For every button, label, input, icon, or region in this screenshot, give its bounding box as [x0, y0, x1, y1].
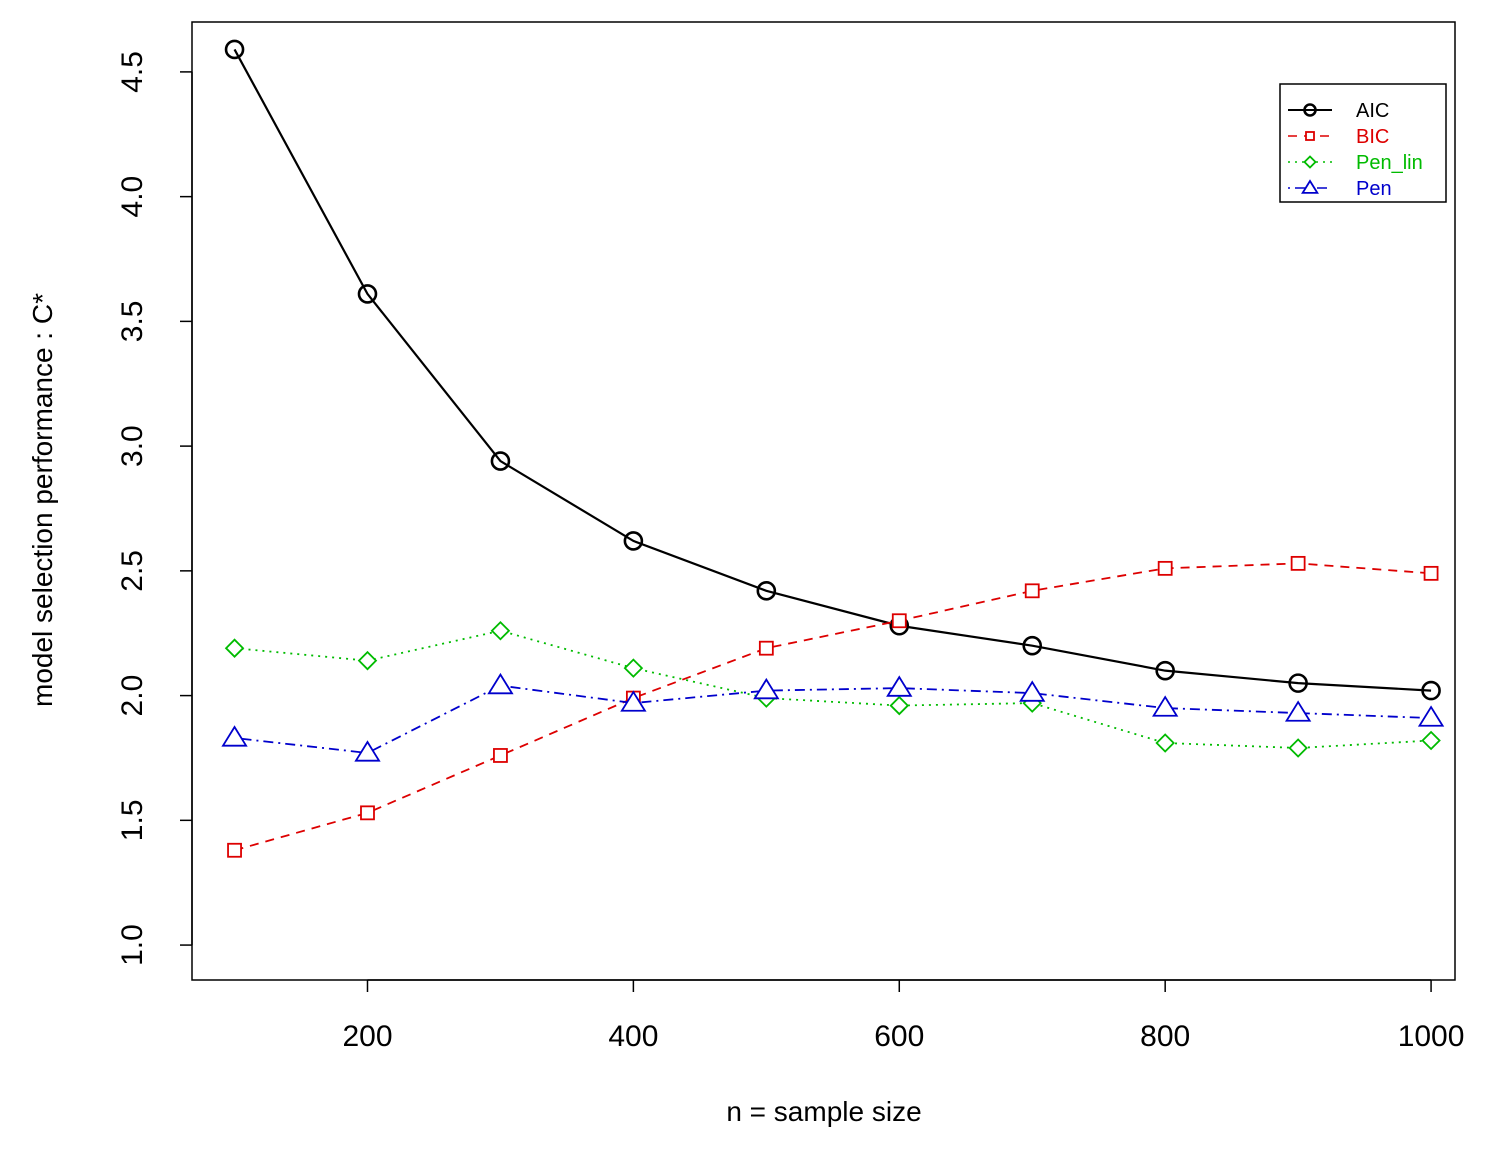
- diamond-marker: [1288, 738, 1308, 758]
- y-tick-label: 3.5: [116, 301, 149, 343]
- square-marker: [1024, 583, 1040, 599]
- square-marker: [227, 842, 242, 858]
- y-axis-title: model selection performance : C*: [27, 293, 58, 707]
- circle-marker: [1421, 680, 1441, 701]
- legend-entry: Pen: [1288, 178, 1392, 200]
- legend-circle-marker: [1303, 103, 1317, 117]
- legend-label: Pen_lin: [1356, 152, 1423, 174]
- triangle-marker: [354, 740, 381, 762]
- x-tick-label: 400: [608, 1020, 658, 1053]
- series-bic: [227, 555, 1439, 858]
- square-marker: [758, 640, 774, 656]
- triangle-marker: [487, 672, 514, 695]
- square-marker: [1290, 555, 1306, 571]
- legend: AIC BIC Pen_lin Pen: [1279, 83, 1447, 203]
- y-tick-label: 3.0: [116, 425, 149, 467]
- triangle-marker: [221, 725, 248, 747]
- square-marker: [493, 748, 508, 763]
- triangle-marker: [1284, 700, 1312, 722]
- x-tick-label: 1000: [1398, 1020, 1465, 1053]
- y-tick-label: 1.5: [116, 799, 149, 841]
- series-line: [233, 48, 1432, 692]
- diamond-marker: [224, 638, 245, 658]
- y-tick-label: 4.0: [116, 176, 149, 218]
- axes-layer: 200 400 600 800 1000 1.0 1.5 2.0 2.5 3.0 3.5 4.0 4.5: [116, 51, 1464, 1053]
- diamond-marker: [357, 650, 378, 671]
- diamond-marker: [490, 620, 511, 641]
- triangle-marker: [1019, 680, 1046, 702]
- diamond-marker: [1155, 733, 1175, 753]
- circle-marker: [1022, 635, 1043, 656]
- series-line: [234, 629, 1432, 749]
- triangle-marker: [1152, 695, 1179, 717]
- legend-entry: AIC: [1288, 100, 1389, 122]
- square-marker: [1423, 565, 1439, 581]
- series-line: [234, 562, 1432, 852]
- legend-label: AIC: [1356, 100, 1389, 122]
- diamond-marker: [889, 695, 910, 716]
- legend-triangle-marker: [1301, 179, 1319, 194]
- triangle-marker: [1417, 705, 1445, 727]
- x-axis-title: n = sample size: [726, 1096, 921, 1127]
- y-tick-label: 1.0: [116, 924, 149, 966]
- triangle-marker: [753, 677, 780, 700]
- triangle-marker: [620, 690, 647, 712]
- x-tick-label: 800: [1140, 1020, 1190, 1053]
- diamond-marker: [1421, 730, 1441, 751]
- legend-label: BIC: [1356, 126, 1389, 148]
- series-aic: [224, 39, 1441, 701]
- square-marker: [360, 805, 375, 821]
- circle-marker: [756, 581, 777, 601]
- circle-marker: [490, 451, 511, 471]
- y-tick-label: 2.5: [116, 550, 149, 592]
- plot-frame: [191, 21, 1456, 981]
- circle-marker: [623, 531, 644, 551]
- circle-marker: [224, 39, 245, 60]
- legend-entry: BIC: [1288, 126, 1389, 148]
- circle-marker: [1288, 673, 1308, 693]
- y-tick-label: 2.0: [116, 675, 149, 717]
- series-layer: [221, 39, 1445, 858]
- circle-marker: [1155, 660, 1175, 681]
- triangle-marker: [886, 675, 913, 697]
- x-tick-label: 200: [342, 1020, 392, 1053]
- series-pen: [221, 672, 1445, 762]
- series-line: [234, 684, 1432, 754]
- x-tick-label: 600: [874, 1020, 924, 1053]
- legend-diamond-marker: [1303, 155, 1317, 169]
- square-marker: [1157, 560, 1173, 576]
- square-marker: [891, 613, 907, 629]
- legend-square-marker: [1305, 131, 1315, 141]
- circle-marker: [357, 284, 378, 304]
- legend-label: Pen: [1356, 178, 1392, 200]
- y-tick-label: 4.5: [116, 51, 149, 93]
- diamond-marker: [623, 658, 644, 678]
- legend-entry: Pen_lin: [1288, 152, 1423, 174]
